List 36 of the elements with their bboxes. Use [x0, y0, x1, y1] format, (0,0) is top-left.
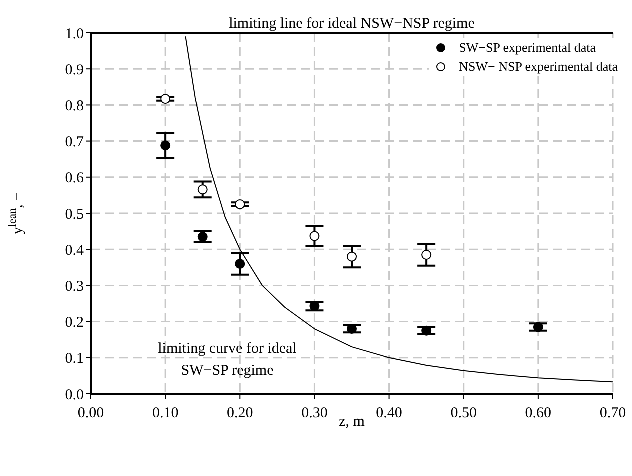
point — [533, 322, 544, 332]
x-tick-label: 0.40 — [376, 406, 402, 422]
y-tick-label: 0.8 — [65, 98, 84, 115]
ref-line-label: limiting line for ideal NSW−NSP regime — [229, 16, 476, 32]
x-tick-label: 0.20 — [227, 406, 254, 422]
legend-label: SW−SP experimental data — [459, 39, 596, 57]
x-tick-label: 0.50 — [450, 406, 477, 422]
y-tick-label: 0.1 — [65, 351, 84, 368]
point — [160, 94, 171, 104]
point — [198, 232, 208, 242]
point — [422, 250, 432, 260]
annotation: limiting curve for ideal SW−SP regime — [157, 340, 298, 381]
x-tick-label: 0.70 — [600, 406, 626, 422]
y-tick-label: 0.2 — [65, 315, 84, 332]
point — [235, 199, 246, 210]
y-tick-label: 0.4 — [65, 242, 84, 259]
y-tick-label: 0.3 — [65, 279, 84, 296]
x-tick-label: 0.30 — [302, 406, 328, 422]
y-tick-label: 1.0 — [65, 26, 84, 42]
y-tick-label: 0.5 — [65, 206, 84, 223]
x-axis-title: z, m — [339, 414, 366, 430]
y-tick-label: 0.0 — [65, 387, 84, 404]
point — [347, 324, 357, 334]
point — [422, 326, 432, 336]
x-tick-label: 0.10 — [152, 406, 179, 422]
y-tick-label: 0.7 — [65, 134, 84, 151]
y-tick-label: 0.9 — [65, 62, 84, 78]
point — [310, 231, 320, 242]
x-tick-label: 0.60 — [525, 406, 552, 422]
y-tick-label: 0.6 — [65, 170, 84, 187]
point — [160, 140, 171, 151]
x-tick-label: 0.00 — [78, 406, 104, 422]
legend-label: NSW− NSP experimental data — [459, 58, 618, 76]
point — [235, 259, 246, 270]
point — [198, 184, 208, 195]
point — [347, 252, 357, 262]
